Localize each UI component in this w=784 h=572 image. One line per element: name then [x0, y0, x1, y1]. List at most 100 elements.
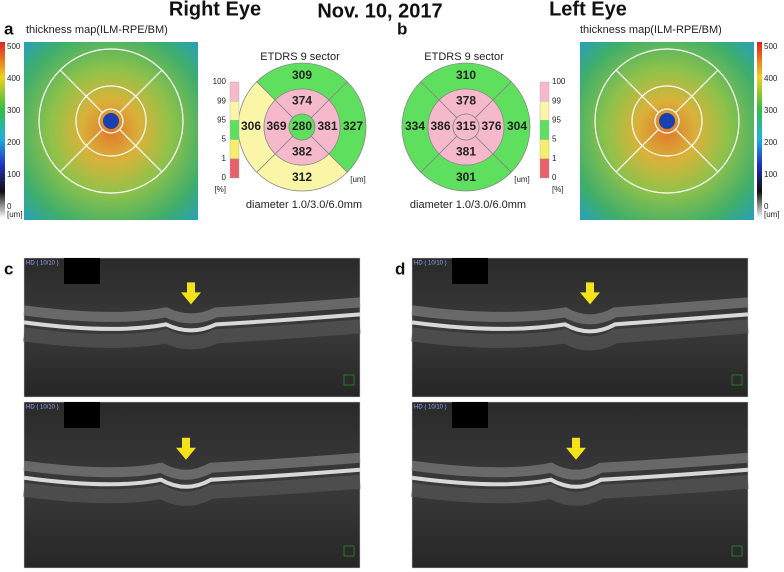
sector-value: 310 [456, 68, 476, 82]
arrow [580, 282, 600, 305]
sector-value: 315 [456, 119, 476, 133]
etdrs-divider [59, 69, 103, 113]
rpe-layer [23, 467, 361, 489]
legend-swatch [229, 81, 240, 102]
legend-label: 99 [552, 96, 561, 105]
etdrs-caption: diameter 1.0/3.0/6.0mm [246, 199, 362, 211]
sector-value: 334 [405, 119, 425, 133]
etdrs-ring [38, 48, 184, 194]
legend-label: 5 [552, 135, 557, 144]
sector-value: 381 [317, 119, 337, 133]
retina-layer [411, 297, 749, 325]
sector-value: 381 [456, 145, 476, 159]
legend-label: 0 [222, 173, 227, 182]
etdrs-divider [119, 129, 163, 173]
roi-box [343, 374, 355, 386]
etdrs-ring [631, 85, 703, 157]
arrow [176, 437, 196, 460]
scale-label: 100 [7, 170, 21, 179]
roi-box [343, 545, 355, 557]
legend-swatch [229, 139, 240, 160]
legend-unit: [%] [214, 185, 226, 194]
scale-label: 0 [764, 202, 769, 211]
etdrs-ring [654, 108, 680, 134]
sector-value: 312 [292, 170, 312, 184]
arrow [181, 282, 201, 305]
legend-swatch [229, 100, 240, 121]
legend-label: 100 [552, 77, 566, 86]
scale-label: 500 [7, 42, 21, 51]
etdrs-divider [119, 69, 163, 113]
etdrs-divider [615, 129, 659, 173]
legend-label: 0 [552, 173, 557, 182]
scale-unit: [um] [7, 210, 23, 219]
etdrs-center [452, 113, 480, 141]
fovea [103, 113, 119, 129]
map-title: thickness map(ILM-RPE/BM) [580, 24, 722, 36]
scale-label: 0 [7, 202, 12, 211]
date-heading: Nov. 10, 2017 [317, 0, 442, 22]
legend-label: 95 [217, 116, 226, 125]
roi-box [731, 545, 743, 557]
rpe-layer [411, 467, 749, 489]
scan-label: HD ( 10/10 ) [414, 405, 447, 411]
legend-label: 100 [213, 77, 227, 86]
panel-label: c [4, 259, 13, 278]
etdrs-ring [594, 48, 740, 194]
sector-value: 304 [507, 119, 527, 133]
left-eye-heading: Left Eye [549, 0, 627, 20]
choroid-layer [23, 319, 361, 350]
roi-box [731, 374, 743, 386]
thickness-map [580, 42, 754, 220]
color-scale [757, 42, 762, 218]
etdrs-divider [675, 129, 719, 173]
sector-value: 386 [430, 119, 450, 133]
redaction-box [64, 402, 100, 428]
scale-label: 200 [764, 138, 778, 147]
arrow [566, 437, 586, 460]
sector-value: 382 [292, 145, 312, 159]
retina-layer [23, 452, 361, 480]
sector-value: 301 [456, 170, 476, 184]
choroid-layer [23, 474, 361, 506]
etdrs-divider [615, 69, 659, 113]
scale-label: 400 [764, 74, 778, 83]
etdrs-divider [59, 129, 103, 173]
etdrs-divider [675, 69, 719, 113]
legend-label: 95 [552, 116, 561, 125]
scale-label: 500 [764, 42, 778, 51]
scale-label: 400 [7, 74, 21, 83]
legend-label: 1 [552, 154, 557, 163]
choroid-layer [411, 474, 749, 506]
scale-label: 300 [764, 106, 778, 115]
scale-label: 200 [7, 138, 21, 147]
panel-label: b [397, 19, 407, 38]
sector-value: 369 [266, 119, 286, 133]
legend-label: 1 [222, 154, 227, 163]
legend-swatch [539, 139, 550, 160]
scan-label: HD ( 10/10 ) [26, 405, 59, 411]
scan-label: HD ( 10/10 ) [414, 261, 447, 267]
rpe-layer [411, 312, 749, 334]
legend-swatch [229, 158, 240, 179]
choroid-layer [411, 319, 749, 351]
etdrs-ring [75, 85, 147, 157]
scale-label: 100 [764, 170, 778, 179]
right-eye-heading: Right Eye [169, 0, 261, 20]
rpe-layer [23, 312, 361, 333]
etdrs-title: ETDRS 9 sector [424, 51, 504, 63]
sector-value: 327 [343, 119, 363, 133]
thickness-map [24, 42, 198, 220]
etdrs-title: ETDRS 9 sector [260, 51, 340, 63]
redaction-box [64, 258, 100, 284]
sector-value: 374 [292, 94, 312, 108]
redaction-box [452, 258, 488, 284]
legend-swatch [539, 120, 550, 140]
etdrs-ring [98, 108, 124, 134]
sector-value: 378 [456, 94, 476, 108]
legend-unit: [%] [552, 185, 564, 194]
etdrs-caption: diameter 1.0/3.0/6.0mm [410, 199, 526, 211]
retina-layer [23, 297, 361, 324]
panel-label: d [395, 259, 405, 278]
